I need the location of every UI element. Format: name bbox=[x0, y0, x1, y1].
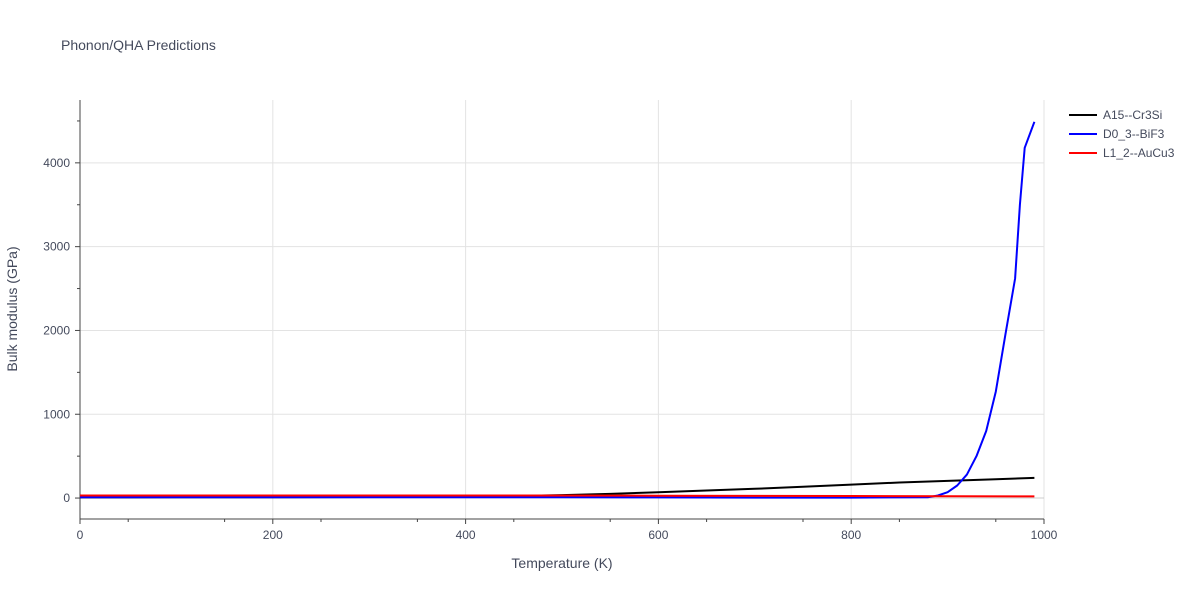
x-tick-label: 0 bbox=[77, 528, 84, 542]
series-line-1 bbox=[80, 121, 1036, 499]
x-tick-label: 200 bbox=[263, 528, 283, 542]
series-line-2 bbox=[80, 494, 1035, 498]
x-tick-label: 600 bbox=[648, 528, 668, 542]
grid-layer bbox=[80, 100, 1045, 519]
x-tick-label: 800 bbox=[841, 528, 861, 542]
y-axis-title: Bulk modulus (GPa) bbox=[4, 246, 20, 371]
x-axis-title: Temperature (K) bbox=[511, 555, 612, 571]
chart-title: Phonon/QHA Predictions bbox=[61, 37, 216, 53]
series-layer bbox=[79, 121, 1036, 499]
axis-layer: 0 200 400 600 800 1000 0 1000 2000 3000 4000 bbox=[43, 100, 1058, 542]
legend: A15--Cr3Si D0_3--BiF3 L1_2--AuCu3 bbox=[1069, 108, 1175, 160]
legend-label: A15--Cr3Si bbox=[1103, 108, 1162, 122]
y-tick-label: 0 bbox=[63, 491, 70, 505]
y-tick-label: 4000 bbox=[43, 156, 70, 170]
x-tick-label: 1000 bbox=[1031, 528, 1058, 542]
series-line-0 bbox=[79, 476, 1035, 499]
y-tick-label: 3000 bbox=[43, 240, 70, 254]
x-tick-label: 400 bbox=[456, 528, 476, 542]
y-tick-label: 2000 bbox=[43, 323, 70, 337]
legend-label: L1_2--AuCu3 bbox=[1103, 146, 1175, 160]
y-tick-label: 1000 bbox=[43, 407, 70, 421]
legend-label: D0_3--BiF3 bbox=[1103, 127, 1165, 141]
